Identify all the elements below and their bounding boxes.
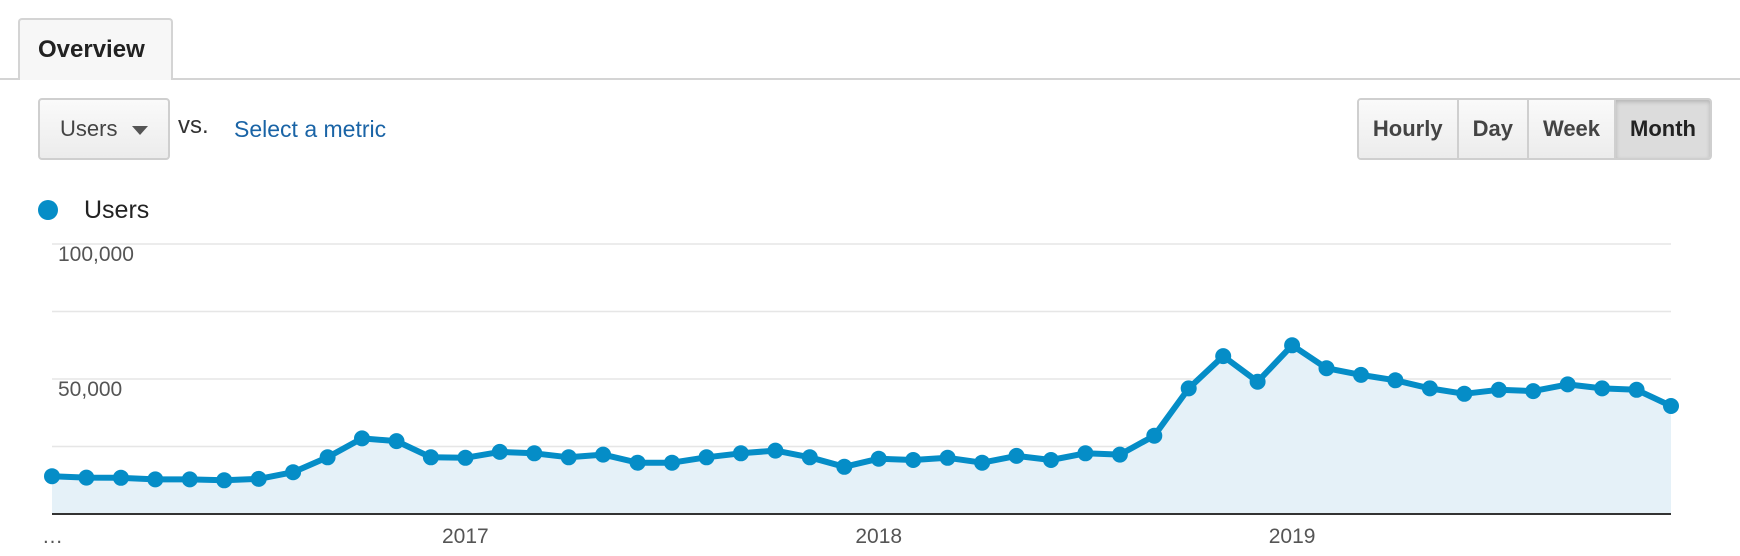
data-point xyxy=(595,446,612,463)
month-button[interactable]: Month xyxy=(1616,100,1710,158)
metric-dropdown-label: Users xyxy=(60,116,118,141)
data-point xyxy=(1284,337,1301,354)
data-point xyxy=(319,449,336,466)
data-point xyxy=(905,452,922,468)
data-point xyxy=(1594,380,1611,397)
data-point xyxy=(767,442,784,459)
data-point xyxy=(1387,372,1404,389)
data-point xyxy=(147,471,164,488)
data-point xyxy=(1249,373,1266,390)
metric-dropdown[interactable]: Users xyxy=(38,98,170,160)
data-point xyxy=(1111,446,1128,463)
data-point xyxy=(732,445,749,462)
data-point xyxy=(78,469,95,486)
week-button[interactable]: Week xyxy=(1528,100,1617,158)
x-tick-label: 2019 xyxy=(1269,525,1316,548)
data-point xyxy=(939,449,956,466)
data-point xyxy=(870,450,887,467)
tab-overview[interactable]: Overview xyxy=(18,18,173,80)
tab-bar: Overview xyxy=(0,0,1740,80)
vs-label: vs. xyxy=(178,112,209,139)
data-point xyxy=(1353,366,1369,383)
data-point xyxy=(698,449,715,466)
y-tick-label: 50,000 xyxy=(58,378,122,401)
day-button[interactable]: Day xyxy=(1458,100,1529,158)
data-point xyxy=(1180,380,1197,397)
data-point xyxy=(1663,398,1679,414)
data-point xyxy=(1525,383,1542,400)
legend-label: Users xyxy=(84,195,150,224)
data-point xyxy=(1628,381,1645,398)
data-point xyxy=(457,449,474,466)
y-tick-label: 100,000 xyxy=(58,243,134,266)
data-point xyxy=(1318,360,1335,377)
series-area xyxy=(52,345,1671,514)
data-point xyxy=(1146,427,1163,444)
data-point xyxy=(1559,376,1576,393)
data-point xyxy=(112,469,129,486)
data-point xyxy=(354,430,370,447)
data-point xyxy=(1043,452,1059,468)
data-point xyxy=(664,454,680,471)
data-point xyxy=(491,443,508,460)
hourly-button[interactable]: Hourly xyxy=(1358,100,1459,158)
select-metric-link[interactable]: Select a metric xyxy=(234,116,387,142)
data-point xyxy=(1490,381,1507,398)
data-point xyxy=(388,433,405,450)
x-tick-label: 2017 xyxy=(442,525,489,548)
data-point xyxy=(216,472,233,489)
legend-swatch xyxy=(38,200,58,220)
data-point xyxy=(422,449,439,466)
data-point xyxy=(974,454,991,471)
granularity-toggle: Hourly Day Week Month xyxy=(1356,98,1712,160)
data-point xyxy=(285,464,302,481)
data-point xyxy=(801,449,818,466)
data-point xyxy=(560,449,577,466)
data-point xyxy=(44,468,60,485)
data-point xyxy=(1421,380,1438,397)
data-point xyxy=(1077,445,1094,462)
data-point xyxy=(1456,385,1473,402)
data-point xyxy=(526,445,543,462)
x-tick-label: … xyxy=(42,525,63,548)
chevron-down-icon xyxy=(132,126,148,135)
data-point xyxy=(836,458,853,475)
data-point xyxy=(1008,447,1025,464)
data-point xyxy=(250,470,267,487)
chart-legend: Users xyxy=(38,196,149,224)
data-point xyxy=(181,471,198,488)
users-line-chart: 100,000 50,000 … 2017 2018 2019 xyxy=(42,243,1679,548)
data-point xyxy=(1215,348,1232,365)
x-tick-label: 2018 xyxy=(855,525,902,548)
data-point xyxy=(629,454,646,471)
